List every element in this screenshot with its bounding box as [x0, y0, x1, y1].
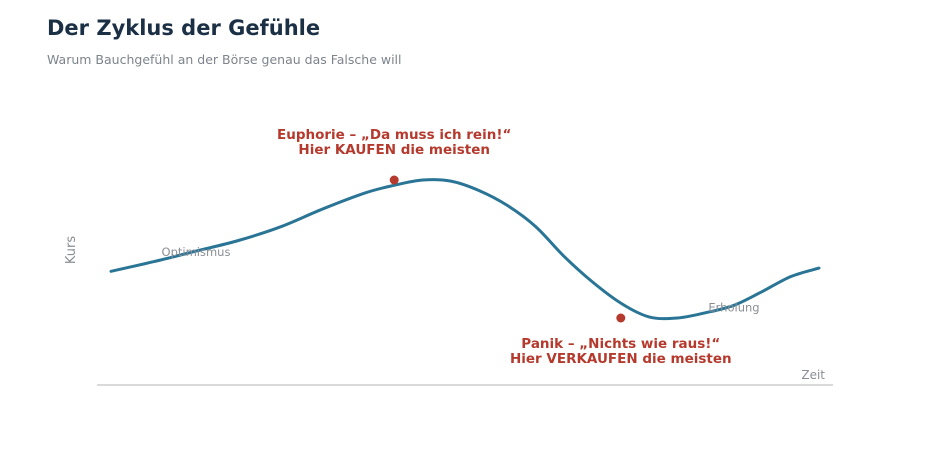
panic-marker — [616, 313, 626, 323]
chart-subtitle: Warum Bauchgefühl an der Börse genau das… — [47, 52, 402, 67]
panic-callout-line-2: Hier VERKAUFEN die meisten — [510, 351, 732, 367]
chart-title: Der Zyklus der Gefühle — [47, 16, 321, 40]
euphoria-callout-line-2: Hier KAUFEN die meisten — [298, 142, 490, 158]
x-axis-label: Zeit — [801, 368, 825, 382]
phase-label: Erholung — [708, 300, 759, 314]
phase-label: Optimismus — [162, 245, 231, 259]
y-axis-label: Kurs — [64, 236, 79, 264]
euphoria-callout-line-1: Euphorie – „Da muss ich rein!“ — [277, 127, 511, 143]
series-line — [109, 178, 821, 321]
panic-callout-line-1: Panik – „Nichts wie raus!“ — [521, 336, 720, 352]
euphoria-marker — [389, 175, 399, 185]
